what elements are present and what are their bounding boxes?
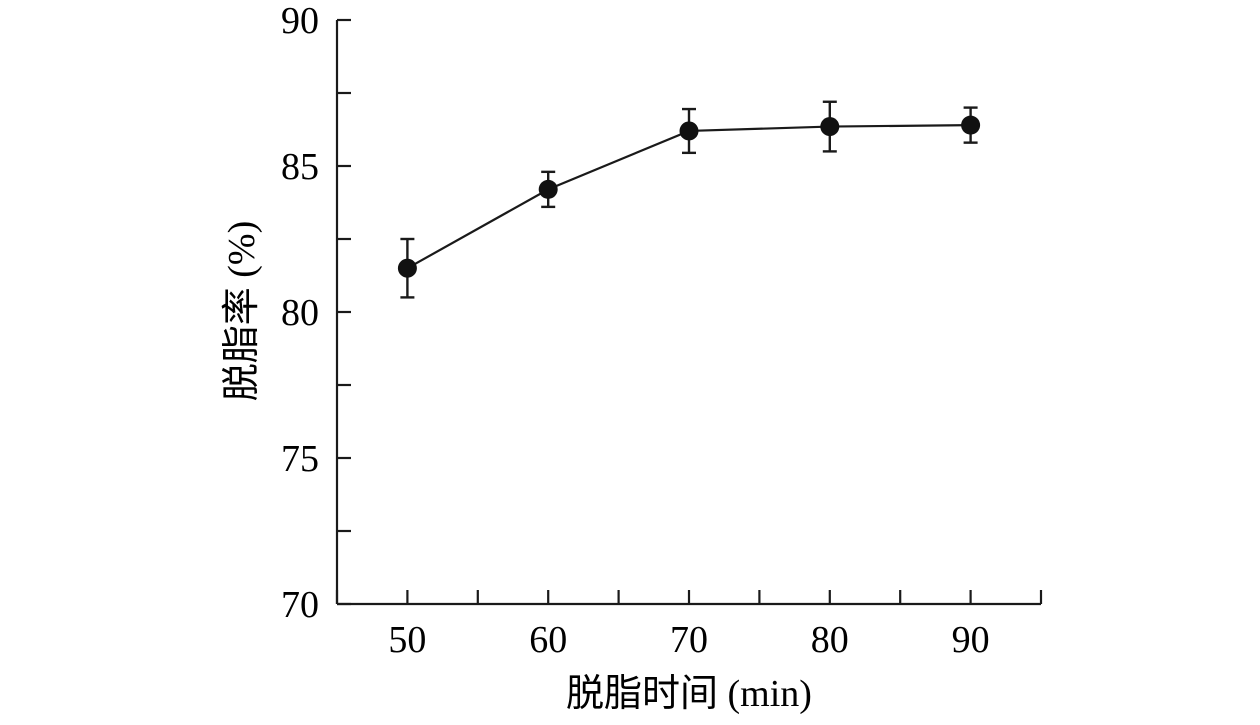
data-point (679, 121, 699, 141)
axes: 70 75 80 85 90 50 60 70 80 90 (281, 0, 1043, 661)
data-point (820, 117, 840, 137)
data-point (397, 258, 417, 278)
x-axis-label: 脱脂时间 (min) (566, 673, 812, 715)
x-tick-label: 70 (670, 619, 708, 661)
data-series (397, 100, 981, 299)
data-point (538, 179, 558, 199)
y-tick-label: 80 (281, 292, 319, 334)
y-tick-label: 85 (281, 146, 319, 188)
x-tick-label: 80 (811, 619, 849, 661)
y-axis-label: 脱脂率 (%) (221, 221, 263, 401)
y-tick-label: 90 (281, 0, 319, 42)
data-point (961, 115, 981, 135)
x-tick-label: 60 (529, 619, 567, 661)
x-tick-label: 50 (388, 619, 426, 661)
x-tick-label: 90 (952, 619, 990, 661)
y-tick-label: 70 (281, 584, 319, 626)
y-tick-label: 75 (281, 438, 319, 480)
